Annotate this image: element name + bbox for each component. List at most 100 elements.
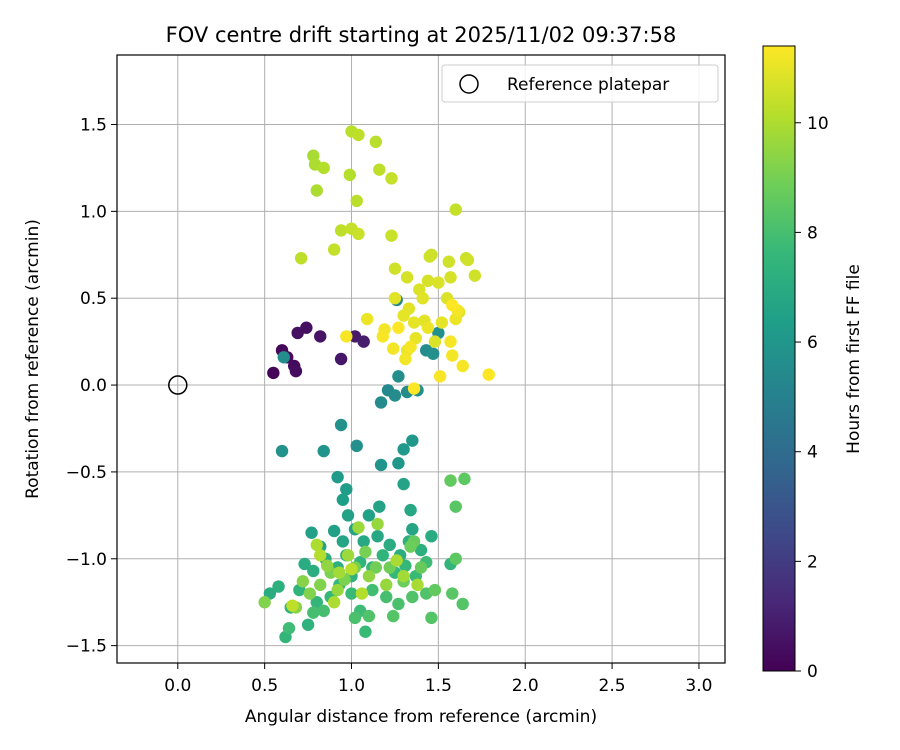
y-tick-label: −1.0 — [66, 550, 107, 570]
data-point — [340, 483, 353, 496]
data-point — [362, 569, 376, 583]
data-point — [449, 552, 462, 565]
y-axis: −1.5 −1.0 −0.5 0.0 0.5 1.0 1.5 — [66, 115, 117, 657]
data-point — [362, 609, 376, 623]
data-point — [399, 352, 412, 366]
data-point — [421, 274, 435, 288]
plot-frame — [116, 54, 726, 664]
data-point — [461, 253, 475, 267]
colorbar-title: Hours from first FF file — [844, 264, 864, 454]
legend-box — [441, 64, 719, 103]
data-point — [446, 298, 459, 312]
data-point — [350, 194, 363, 208]
data-point — [435, 316, 449, 329]
colorbar-tick-label: 4 — [807, 443, 818, 463]
data-point — [392, 597, 405, 611]
data-point — [411, 578, 424, 592]
data-point — [310, 538, 323, 552]
data-point — [310, 184, 323, 197]
data-point — [371, 529, 384, 543]
data-point — [444, 335, 457, 348]
data-point — [345, 587, 358, 600]
x-tick-label: 1.0 — [338, 676, 365, 696]
data-point — [305, 526, 318, 539]
data-point — [390, 554, 403, 567]
data-point — [357, 335, 370, 348]
data-point — [334, 352, 348, 366]
data-point — [333, 566, 346, 579]
x-tick-label: 0.5 — [251, 676, 278, 696]
data-point — [267, 366, 280, 380]
data-point — [404, 340, 417, 354]
data-point — [303, 587, 317, 600]
data-point — [277, 351, 290, 364]
data-point — [458, 472, 471, 486]
data-point — [414, 543, 428, 557]
data-point — [456, 359, 469, 373]
data-point — [300, 321, 313, 334]
data-point — [327, 524, 341, 538]
data-point — [449, 203, 462, 216]
x-axis-title: Angular distance from reference (arcmin) — [245, 707, 597, 727]
data-point — [449, 500, 462, 513]
data-point — [359, 625, 372, 638]
data-point — [357, 535, 370, 548]
data-point — [482, 368, 495, 381]
data-point — [426, 347, 440, 360]
data-point — [301, 618, 315, 631]
reference-marker — [168, 375, 188, 395]
data-point — [428, 335, 442, 348]
data-point — [314, 578, 327, 592]
data-point — [400, 271, 414, 284]
data-point — [385, 172, 398, 185]
x-tick-label: 3.0 — [685, 676, 712, 696]
x-tick-label: 2.5 — [599, 676, 626, 696]
data-point — [442, 255, 455, 268]
data-point — [387, 609, 400, 623]
data-point — [406, 590, 419, 604]
data-point — [416, 292, 429, 305]
data-point — [425, 529, 438, 543]
x-tick-label: 0.0 — [164, 676, 191, 696]
data-point — [341, 549, 355, 562]
data-point — [456, 597, 469, 611]
data-point — [334, 418, 348, 432]
data-point — [310, 596, 323, 609]
data-point — [352, 227, 365, 241]
data-point — [397, 309, 410, 322]
data-point — [397, 569, 410, 583]
y-tick-label: 0.0 — [80, 376, 107, 396]
data-point — [376, 330, 389, 343]
data-point — [362, 509, 376, 522]
data-point — [289, 364, 303, 378]
x-tick-label: 2.0 — [512, 676, 539, 696]
legend-reference-marker-icon — [459, 74, 479, 94]
data-point — [286, 599, 299, 612]
data-point — [282, 622, 296, 635]
data-point — [369, 561, 383, 574]
data-point — [314, 549, 327, 562]
data-point — [421, 321, 435, 334]
data-point — [317, 161, 330, 175]
data-point — [314, 330, 327, 343]
colorbar-gradient — [762, 45, 796, 672]
data-point — [468, 269, 482, 282]
y-tick-label: 1.5 — [80, 115, 107, 135]
data-point — [317, 444, 330, 458]
y-tick-label: 0.5 — [80, 289, 107, 309]
data-point — [355, 587, 369, 600]
data-point — [406, 523, 419, 536]
data-point — [392, 321, 405, 334]
data-point — [331, 470, 344, 484]
data-point — [407, 382, 421, 395]
y-tick-label: −0.5 — [66, 463, 107, 483]
data-point — [397, 443, 410, 456]
data-point — [317, 604, 330, 618]
data-point — [388, 389, 402, 402]
colorbar: 0 2 4 6 8 10 Hours from first FF file — [762, 45, 864, 682]
data-point — [331, 583, 344, 597]
data-point — [366, 583, 379, 597]
y-tick-label: 1.0 — [80, 202, 107, 222]
data-point — [298, 557, 311, 571]
